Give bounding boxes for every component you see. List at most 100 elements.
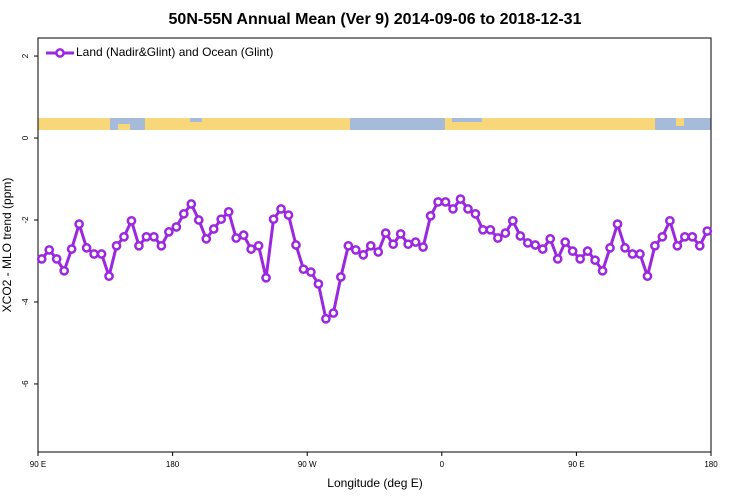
y-tick-label: -4 — [21, 298, 30, 306]
data-point — [567, 246, 578, 256]
data-point — [126, 215, 137, 226]
data-point — [134, 240, 144, 251]
data-point — [418, 242, 428, 252]
data-point — [395, 229, 406, 239]
data-point — [440, 197, 451, 207]
data-point — [650, 240, 660, 251]
chart-title: 50N-55N Annual Mean (Ver 9) 2014-09-06 t… — [169, 11, 582, 28]
data-point — [119, 231, 129, 242]
y-tick-label: -2 — [21, 216, 30, 224]
x-tick-label: 180 — [166, 460, 180, 469]
data-point — [493, 233, 503, 243]
data-point — [343, 240, 354, 251]
data-point — [223, 206, 234, 217]
data-point — [485, 224, 496, 235]
data-point — [141, 231, 152, 242]
data-point — [216, 214, 227, 225]
data-point — [448, 204, 458, 214]
data-line — [40, 196, 709, 322]
data-point — [336, 272, 346, 282]
data-point — [283, 210, 294, 220]
data-point — [111, 240, 122, 251]
data-point — [455, 194, 466, 204]
data-point — [672, 240, 683, 251]
data-point — [186, 199, 197, 209]
plot-frame — [37, 37, 712, 453]
data-point — [253, 240, 264, 251]
data-point — [298, 264, 309, 275]
data-point — [560, 237, 571, 247]
x-tick-label: 180 — [704, 460, 718, 469]
data-point — [403, 239, 413, 250]
data-point — [268, 214, 279, 225]
data-point — [687, 231, 698, 242]
data-point — [313, 279, 324, 289]
data-point — [81, 243, 92, 253]
data-point — [597, 265, 608, 276]
data-point — [507, 215, 518, 226]
data-point — [373, 247, 384, 257]
data-point — [470, 208, 481, 219]
data-point — [627, 249, 638, 259]
data-point — [193, 215, 204, 225]
data-point — [694, 240, 705, 251]
data-point — [537, 244, 548, 254]
data-point — [635, 249, 645, 259]
data-point — [96, 249, 107, 259]
land-ocean-strip — [38, 118, 711, 130]
data-point — [425, 211, 436, 221]
data-point — [410, 237, 421, 247]
data-point — [89, 249, 99, 259]
data-point — [156, 240, 167, 251]
data-point — [642, 271, 653, 282]
data-point — [433, 197, 443, 207]
data-point — [59, 265, 70, 276]
data-point — [500, 228, 511, 238]
data-point — [612, 219, 623, 229]
x-tick-label: 90 W — [298, 460, 317, 469]
data-point — [231, 233, 242, 243]
data-point — [702, 226, 713, 236]
x-tick-label: 90 E — [30, 460, 46, 469]
legend-label: Land (Nadir&Glint) and Ocean (Glint) — [76, 45, 273, 59]
data-point — [380, 228, 391, 238]
x-tick-label: 0 — [440, 460, 445, 469]
data-point — [350, 245, 361, 255]
data-point — [149, 231, 159, 242]
data-point — [478, 224, 488, 235]
y-axis-label: XCO2 - MLO trend (ppm) — [0, 178, 14, 313]
data-point — [171, 222, 182, 232]
data-point — [582, 246, 593, 256]
data-point — [575, 254, 585, 264]
data-point — [246, 244, 256, 254]
data-point — [178, 208, 189, 219]
data-point — [328, 308, 339, 318]
data-point — [306, 267, 316, 277]
data-point — [365, 240, 376, 251]
data-point — [321, 313, 331, 324]
data-point — [665, 215, 675, 226]
y-tick-label: 0 — [21, 135, 30, 140]
data-point — [261, 272, 271, 283]
data-point — [515, 231, 526, 241]
y-tick-label: 2 — [21, 53, 30, 58]
data-point — [276, 204, 286, 214]
x-axis-label: Longitude (deg E) — [327, 476, 422, 490]
data-point — [358, 249, 369, 260]
data-point — [66, 244, 77, 254]
data-point — [590, 255, 600, 266]
data-point — [238, 230, 249, 241]
data-point — [104, 271, 114, 282]
data-point — [620, 243, 630, 253]
data-point — [201, 234, 212, 244]
data-point — [545, 234, 556, 244]
data-point — [291, 240, 301, 250]
data-point — [679, 231, 690, 242]
data-point — [522, 238, 533, 248]
data-point — [463, 204, 473, 214]
data-point — [44, 245, 55, 255]
data-point — [605, 243, 615, 253]
data-point — [388, 239, 399, 250]
data-point — [552, 254, 563, 264]
